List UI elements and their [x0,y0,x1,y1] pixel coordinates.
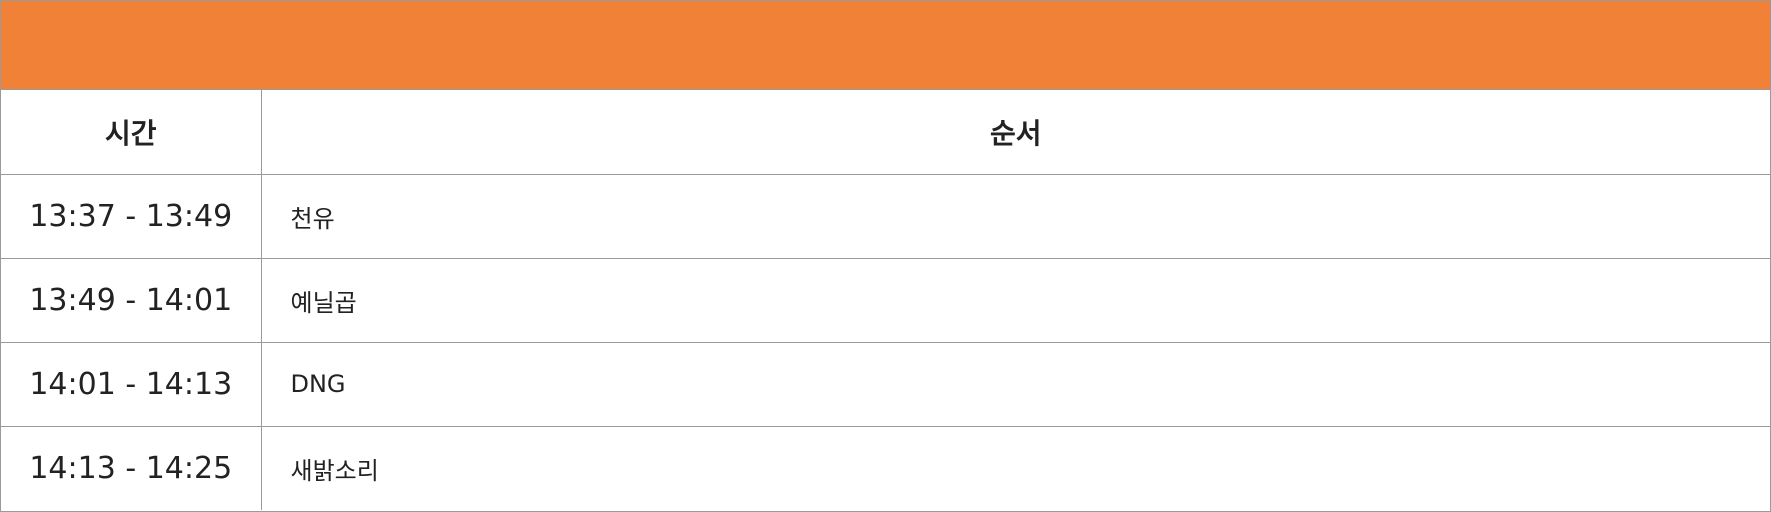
order-cell: 천유 [261,174,1770,259]
order-cell: 예닐곱 [261,258,1770,343]
table-row: 13:49 - 14:01 예닐곱 [1,258,1770,343]
time-cell: 14:13 - 14:25 [1,426,262,510]
table-row: 14:13 - 14:25 새밝소리 [1,426,1770,510]
time-cell: 13:49 - 14:01 [1,258,262,343]
table-row: 14:01 - 14:13 DNG [1,342,1770,427]
order-cell: 새밝소리 [290,456,379,485]
order-cell: DNG [261,342,1770,427]
column-header-order: 순서 [261,90,1770,175]
time-cell: 13:37 - 13:49 [1,174,262,259]
header-color-bar [1,1,1770,90]
time-cell: 14:01 - 14:13 [1,342,262,427]
schedule-table: 시간 순서 13:37 - 13:49 천유 13:49 - 14:01 예닐곱… [1,90,1770,510]
column-header-time: 시간 [1,90,262,175]
table-row: 13:37 - 13:49 천유 [1,174,1770,259]
table-header-row: 시간 순서 [1,90,1770,175]
